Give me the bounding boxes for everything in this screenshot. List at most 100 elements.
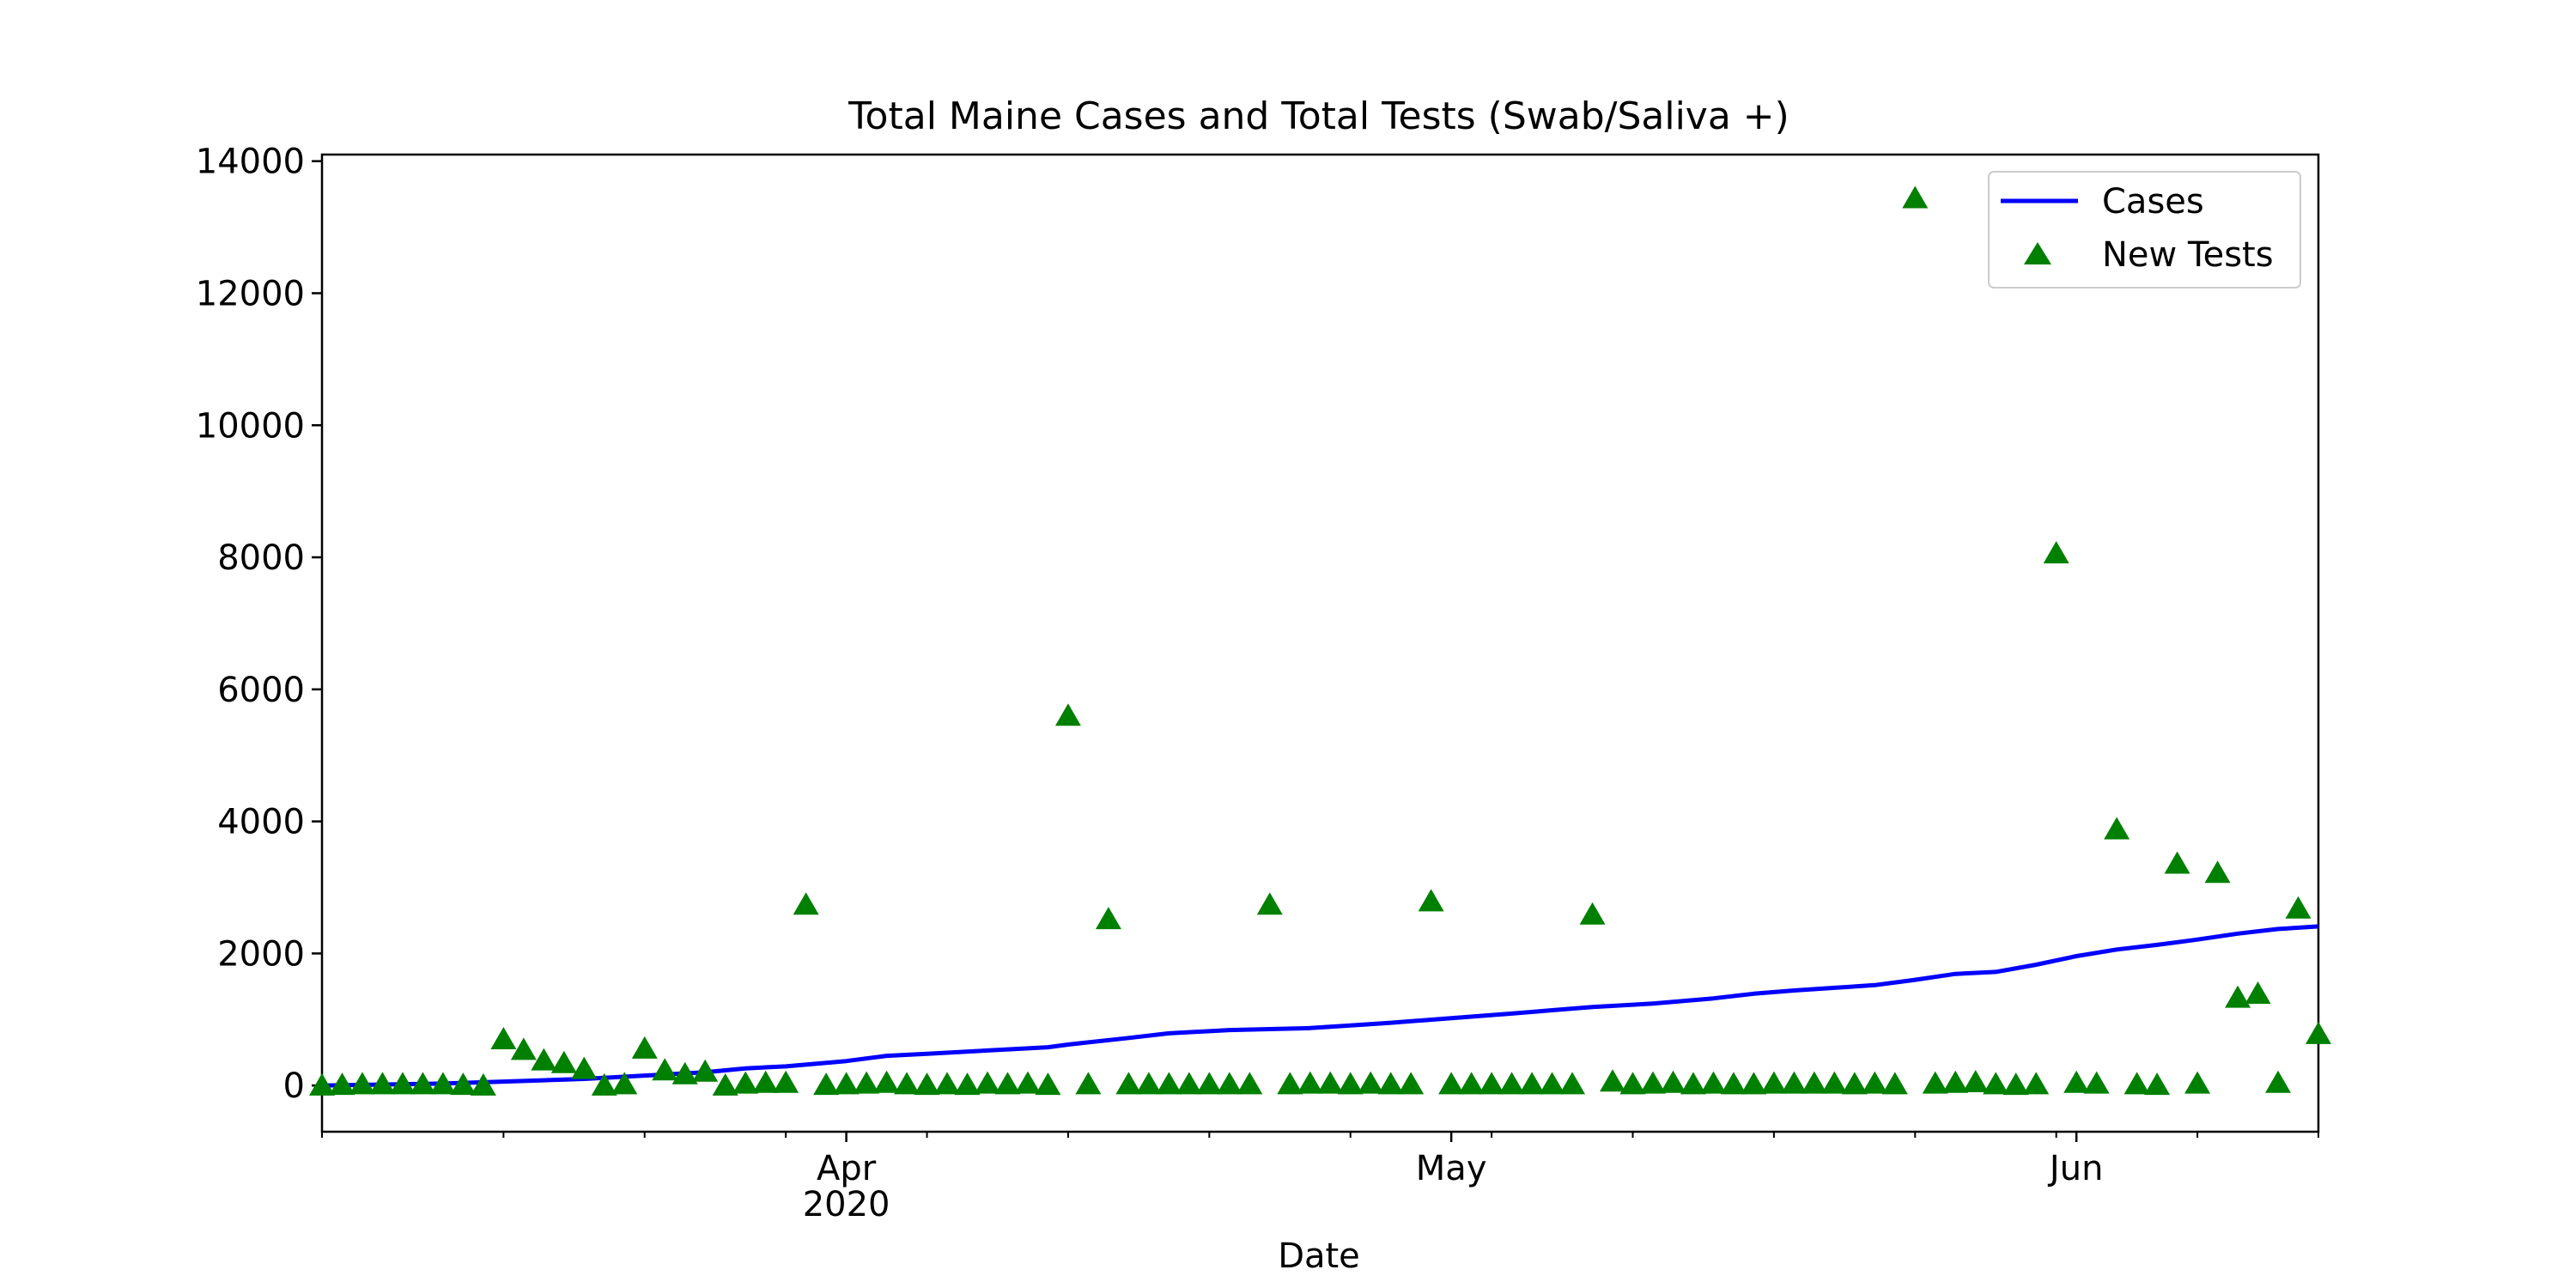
new-tests-marker <box>1962 1070 1989 1093</box>
new-tests-marker <box>2043 541 2069 564</box>
new-tests-marker <box>1095 907 1121 930</box>
new-tests-marker <box>1922 1071 1948 1094</box>
new-tests-marker <box>1458 1072 1485 1095</box>
new-tests-marker <box>1680 1072 1706 1095</box>
new-tests-marker <box>752 1070 779 1093</box>
new-tests-marker <box>1841 1072 1868 1095</box>
new-tests-marker <box>2245 981 2271 1004</box>
new-tests-marker <box>450 1072 477 1096</box>
new-tests-marker <box>671 1061 698 1084</box>
y-tick-label: 4000 <box>217 803 305 842</box>
new-tests-marker <box>954 1072 981 1096</box>
new-tests-marker <box>429 1072 456 1095</box>
new-tests-marker <box>2104 817 2130 840</box>
y-tick-label: 0 <box>283 1066 305 1106</box>
new-tests-marker <box>1277 1072 1303 1095</box>
new-tests-marker <box>1821 1071 1848 1094</box>
legend: Cases New Tests <box>1988 171 2301 289</box>
new-tests-marker <box>1619 1072 1646 1095</box>
new-tests-marker <box>1297 1071 1323 1094</box>
new-tests-marker <box>410 1072 436 1095</box>
new-tests-marker <box>1600 1069 1626 1092</box>
chart-title: Total Maine Cases and Total Tests (Swab/… <box>848 94 1789 138</box>
new-tests-marker <box>591 1072 617 1096</box>
new-tests-marker <box>1135 1072 1162 1095</box>
new-tests-marker <box>2123 1072 2150 1095</box>
new-tests-marker <box>813 1072 840 1096</box>
new-tests-marker <box>1801 1071 1827 1094</box>
y-tick-label: 6000 <box>217 671 305 710</box>
new-tests-marker <box>1054 703 1081 726</box>
new-tests-marker <box>1519 1072 1546 1095</box>
x-tick-label: Jun <box>2047 1149 2104 1188</box>
new-tests-marker <box>1438 1072 1465 1095</box>
new-tests-marker <box>1479 1072 1505 1095</box>
new-tests-marker <box>1781 1071 1807 1094</box>
new-tests-marker <box>2265 1070 2292 1093</box>
new-tests-marker <box>369 1072 396 1095</box>
y-tick-label: 10000 <box>196 406 305 446</box>
x-axis-label: Date <box>1278 1236 1360 1276</box>
new-tests-marker <box>1317 1071 1344 1094</box>
new-tests-marker <box>1660 1070 1686 1093</box>
legend-new-tests-label: New Tests <box>2102 235 2274 275</box>
new-tests-marker <box>1539 1072 1565 1095</box>
new-tests-marker <box>793 892 819 915</box>
new-tests-marker <box>1902 185 1929 209</box>
new-tests-marker <box>1640 1071 1666 1094</box>
new-tests-marker <box>2023 1072 2050 1095</box>
new-tests-marker <box>2083 1071 2110 1094</box>
new-tests-marker <box>1075 1072 1102 1095</box>
new-tests-marker <box>1983 1072 2009 1095</box>
new-tests-marker <box>1115 1072 1142 1095</box>
new-tests-marker <box>1176 1072 1202 1095</box>
new-tests-marker <box>2144 1072 2171 1096</box>
new-tests-marker <box>692 1059 719 1082</box>
new-tests-marker <box>732 1071 759 1094</box>
x-tick-label: Apr <box>817 1149 877 1188</box>
new-tests-marker <box>2204 860 2231 884</box>
new-tests-marker <box>510 1037 537 1060</box>
new-tests-marker <box>470 1072 496 1096</box>
series-layer <box>309 185 2331 1096</box>
plot-frame <box>320 153 2320 1133</box>
new-tests-marker <box>773 1070 799 1093</box>
new-tests-marker <box>2063 1070 2090 1093</box>
new-tests-marker <box>1256 892 1283 915</box>
new-tests-marker <box>2306 1021 2331 1044</box>
new-tests-marker <box>1881 1072 1908 1095</box>
new-tests-marker <box>2225 985 2251 1008</box>
new-tests-marker <box>934 1072 961 1095</box>
new-tests-marker <box>914 1072 940 1096</box>
new-tests-marker <box>389 1072 416 1095</box>
new-tests-marker <box>1377 1072 1404 1095</box>
new-tests-marker <box>329 1072 355 1096</box>
new-tests-marker <box>550 1050 577 1073</box>
new-tests-marker <box>1741 1072 1767 1095</box>
new-tests-marker <box>873 1070 900 1093</box>
new-tests-marker <box>975 1071 1000 1094</box>
new-tests-marker <box>1418 889 1444 912</box>
new-tests-marker <box>1942 1070 1969 1093</box>
new-tests-marker <box>854 1071 880 1094</box>
new-tests-marker <box>2184 1071 2211 1094</box>
new-tests-marker <box>1862 1071 1888 1094</box>
new-tests-marker <box>1358 1071 1384 1094</box>
new-tests-marker <box>1498 1072 1525 1095</box>
new-tests-marker <box>531 1048 557 1071</box>
new-tests-marker <box>2002 1072 2029 1096</box>
new-tests-marker <box>994 1072 1021 1095</box>
new-tests-marker <box>349 1072 375 1095</box>
y-tick-label: 12000 <box>196 274 305 313</box>
new-tests-marker <box>2164 851 2190 874</box>
new-tests-marker <box>1156 1072 1182 1095</box>
new-tests-marker <box>652 1058 678 1081</box>
new-tests-marker <box>1559 1072 1586 1095</box>
y-tick-label: 2000 <box>217 934 305 974</box>
new-tests-marker <box>1035 1072 1061 1096</box>
new-tests-marker <box>1216 1072 1242 1095</box>
x-tick-sublabel: 2020 <box>803 1185 890 1224</box>
new-tests-marker <box>1014 1071 1041 1094</box>
